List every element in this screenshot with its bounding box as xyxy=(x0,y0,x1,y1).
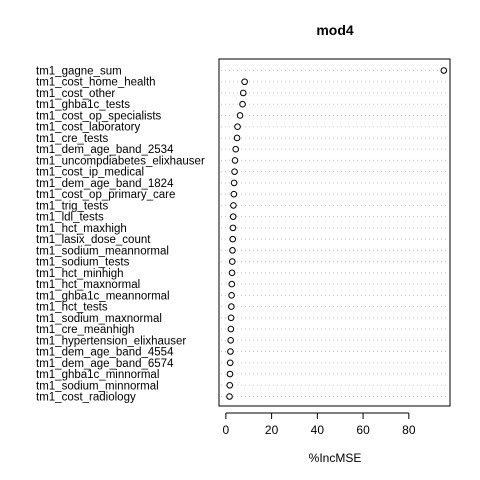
category-label: tm1_hct_tests xyxy=(36,302,108,314)
category-label: tm1_sodium_minnormal xyxy=(36,380,159,392)
data-point xyxy=(228,303,235,310)
category-label: tm1_cre_tests xyxy=(36,133,108,145)
data-point xyxy=(241,78,248,86)
data-point xyxy=(226,381,234,389)
chart-title: mod4 xyxy=(316,22,354,38)
data-point xyxy=(227,336,234,344)
data-point xyxy=(226,393,233,400)
data-point xyxy=(231,168,238,175)
data-point xyxy=(230,190,238,198)
data-point xyxy=(227,348,234,355)
category-label: tm1_cost_laboratory xyxy=(36,122,140,134)
category-label: tm1_hct_minhigh xyxy=(36,268,124,280)
data-point xyxy=(227,325,235,333)
x-axis: 0 20 40 60 80 xyxy=(223,412,416,437)
category-labels: tm1_gagne_sumtm1_cost_home_healthtm1_cos… xyxy=(36,66,205,404)
category-label: tm1_ghba1c_tests xyxy=(36,99,130,111)
x-tick-label: 60 xyxy=(356,423,370,437)
data-point xyxy=(229,247,236,254)
data-point xyxy=(233,134,241,142)
x-tick-label: 20 xyxy=(265,423,279,437)
data-point xyxy=(232,145,239,153)
data-point xyxy=(230,202,237,209)
data-point xyxy=(228,292,235,299)
category-label: tm1_cost_other xyxy=(36,88,115,100)
data-point xyxy=(228,269,236,277)
category-label: tm1_trig_tests xyxy=(36,200,108,212)
data-point xyxy=(239,100,246,108)
x-tick-label: 80 xyxy=(402,423,416,437)
x-tick-label: 0 xyxy=(223,423,230,437)
category-label: tm1_dem_age_band_4554 xyxy=(36,347,174,359)
data-point xyxy=(226,370,234,378)
category-label: tm1_dem_age_band_2534 xyxy=(36,144,174,156)
data-point xyxy=(228,280,236,288)
data-point xyxy=(236,112,244,119)
category-label: tm1_cre_meanhigh xyxy=(36,324,134,336)
category-label: tm1_hct_maxhigh xyxy=(36,223,127,235)
data-point xyxy=(440,67,448,74)
category-label: tm1_ldl_tests xyxy=(36,212,104,224)
data-point xyxy=(229,224,237,232)
data-point xyxy=(228,258,236,265)
category-label: tm1_lasix_dose_count xyxy=(36,234,151,246)
data-point xyxy=(226,359,234,367)
data-point xyxy=(239,89,247,97)
data-point xyxy=(231,157,239,164)
category-label: tm1_cost_home_health xyxy=(36,77,156,89)
category-label: tm1_uncompdiabetes_elixhauser xyxy=(36,155,205,167)
category-label: tm1_cost_radiology xyxy=(36,392,136,404)
x-tick-label: 40 xyxy=(311,423,325,437)
category-label: tm1_sodium_tests xyxy=(36,257,130,269)
category-label: tm1_sodium_maxnormal xyxy=(36,313,162,325)
category-label: tm1_cost_op_primary_care xyxy=(36,189,175,201)
data-points xyxy=(226,67,448,400)
data-point xyxy=(234,123,241,131)
x-axis-label: %IncMSE xyxy=(309,451,362,465)
category-label: tm1_ghba1c_meannormal xyxy=(36,290,170,302)
data-point xyxy=(229,235,237,243)
category-label: tm1_ghba1c_minnormal xyxy=(36,369,159,381)
data-point xyxy=(230,179,238,187)
category-label: tm1_dem_age_band_6574 xyxy=(36,358,174,370)
category-label: tm1_cost_op_specialists xyxy=(36,110,162,122)
category-label: tm1_gagne_sum xyxy=(36,66,122,78)
category-label: tm1_cost_ip_medical xyxy=(36,167,144,179)
category-label: tm1_hypertension_elixhauser xyxy=(36,335,186,347)
category-label: tm1_hct_maxnormal xyxy=(36,279,140,291)
data-point xyxy=(227,314,235,322)
category-label: tm1_sodium_meannormal xyxy=(36,245,169,257)
plot-frame xyxy=(218,58,451,407)
data-point xyxy=(229,213,237,220)
guide-lines xyxy=(221,70,448,397)
category-label: tm1_dem_age_band_1824 xyxy=(36,178,174,190)
